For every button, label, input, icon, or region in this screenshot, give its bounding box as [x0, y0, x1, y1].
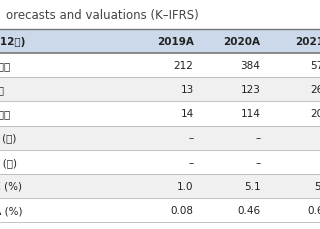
- Text: 212: 212: [174, 61, 194, 71]
- Text: 26: 26: [311, 85, 320, 95]
- Text: 지배순이익: 지배순이익: [0, 109, 11, 119]
- Text: ROA (%): ROA (%): [0, 205, 23, 215]
- Text: 57: 57: [311, 61, 320, 71]
- Text: 14: 14: [180, 109, 194, 119]
- Text: 13: 13: [180, 85, 194, 95]
- Text: –: –: [188, 133, 194, 143]
- Text: 1.0: 1.0: [177, 181, 194, 191]
- Text: 0.6: 0.6: [307, 205, 320, 215]
- Text: 384: 384: [241, 61, 260, 71]
- Text: 20: 20: [311, 109, 320, 119]
- Text: 영업이익: 영업이익: [0, 85, 4, 95]
- Text: orecasts and valuations (K–IFRS): orecasts and valuations (K–IFRS): [6, 9, 199, 22]
- Text: 2020A: 2020A: [223, 37, 260, 47]
- Text: 연산 (12월): 연산 (12월): [0, 37, 26, 47]
- Text: 2019A: 2019A: [157, 37, 194, 47]
- Text: 123: 123: [241, 85, 260, 95]
- Text: 2021: 2021: [295, 37, 320, 47]
- Text: PBR (배): PBR (배): [0, 157, 17, 167]
- Text: 114: 114: [241, 109, 260, 119]
- Text: ROE (%): ROE (%): [0, 181, 22, 191]
- Text: 순영업수익: 순영업수익: [0, 61, 11, 71]
- Text: 5.1: 5.1: [244, 181, 260, 191]
- Text: 0.46: 0.46: [237, 205, 260, 215]
- Text: –: –: [255, 133, 260, 143]
- Text: 0.08: 0.08: [171, 205, 194, 215]
- Text: –: –: [188, 157, 194, 167]
- Text: –: –: [255, 157, 260, 167]
- Text: PER (배): PER (배): [0, 133, 17, 143]
- Text: 5.: 5.: [314, 181, 320, 191]
